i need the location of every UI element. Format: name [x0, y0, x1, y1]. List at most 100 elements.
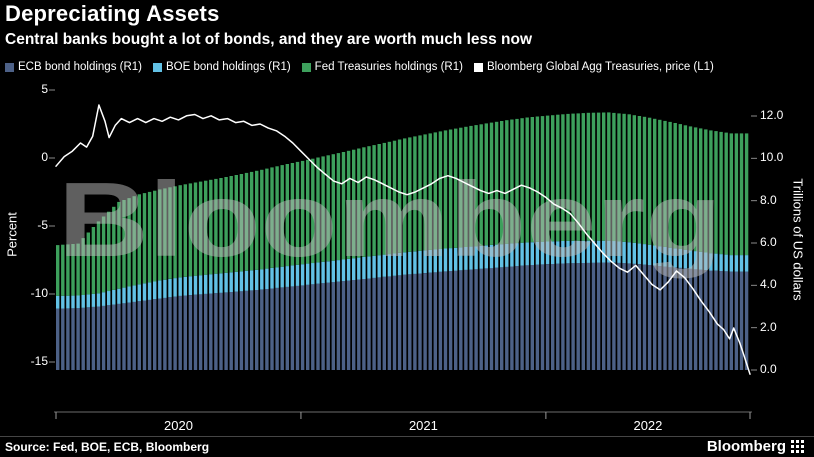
bar-segment: [331, 260, 335, 283]
source-text: Source: Fed, BOE, ECB, Bloomberg: [5, 440, 210, 454]
bar-segment: [316, 262, 320, 284]
bar-segment: [561, 263, 565, 370]
bar-segment: [673, 267, 677, 370]
bar-segment: [306, 284, 310, 370]
bar-segment: [448, 271, 453, 370]
bar-segment: [66, 308, 70, 370]
bar-segment: [153, 281, 157, 300]
bar-segment: [464, 247, 468, 270]
bar-segment: [397, 252, 402, 276]
bar-segment: [454, 247, 458, 271]
bar-segment: [663, 266, 667, 370]
bar-segment: [647, 117, 652, 245]
bar-segment: [86, 307, 90, 370]
bar-segment: [66, 295, 70, 309]
bar-segment: [107, 305, 111, 370]
bar-segment: [688, 250, 693, 269]
bar-segment: [413, 273, 417, 370]
bar-segment: [367, 146, 371, 257]
bar-segment: [56, 308, 60, 370]
bar-segment: [632, 263, 636, 370]
bar-segment: [438, 131, 443, 249]
bar-segment: [566, 113, 570, 241]
bar-segment: [219, 178, 223, 274]
bar-segment: [525, 265, 529, 370]
bar-segment: [224, 177, 228, 273]
bar-segment: [423, 134, 427, 251]
bar-segment: [300, 285, 305, 370]
bar-segment: [596, 262, 601, 370]
bar-segment: [647, 244, 652, 265]
bar-segment: [637, 116, 642, 244]
bar-segment: [510, 243, 514, 267]
bar-segment: [581, 263, 585, 370]
bar-segment: [183, 276, 187, 296]
bar-segment: [76, 243, 80, 296]
bar-segment: [341, 259, 346, 282]
fed-bars: [56, 112, 749, 296]
bar-segment: [566, 263, 570, 370]
bar-segment: [556, 263, 560, 370]
bar-segment: [239, 271, 244, 292]
bar-segment: [285, 266, 289, 287]
bar-segment: [352, 258, 356, 280]
bar-segment: [551, 241, 555, 264]
bar-segment: [112, 289, 116, 305]
bar-segment: [653, 265, 657, 370]
x-axis-year-label: 2022: [633, 418, 663, 433]
bar-segment: [209, 179, 213, 275]
bar-segment: [673, 123, 677, 249]
bar-segment: [76, 308, 80, 370]
bar-segment: [591, 262, 596, 370]
bar-segment: [321, 156, 325, 262]
bar-segment: [168, 278, 172, 298]
bar-segment: [663, 120, 667, 247]
bar-segment: [515, 118, 519, 244]
bar-segment: [214, 273, 218, 294]
bar-segment: [668, 121, 672, 248]
bar-segment: [239, 174, 244, 272]
bar-segment: [719, 271, 723, 370]
bar-segment: [255, 269, 259, 290]
bar-segment: [459, 270, 463, 370]
bar-segment: [653, 118, 657, 246]
bar-segment: [602, 262, 606, 370]
bar-segment: [494, 121, 499, 245]
bar-segment: [132, 301, 136, 370]
bar-segment: [397, 139, 402, 253]
bar-segment: [545, 241, 550, 265]
bar-segment: [117, 201, 121, 289]
bar-segment: [433, 249, 437, 273]
bar-segment: [56, 295, 60, 309]
x-axis-year-label: 2021: [408, 418, 438, 433]
bar-segment: [265, 289, 269, 370]
bar-segment: [448, 129, 453, 249]
bar-segment: [362, 279, 366, 370]
bar-segment: [316, 283, 320, 370]
bar-segment: [561, 114, 565, 241]
bar-segment: [387, 276, 392, 370]
bar-segment: [622, 241, 626, 264]
bar-segment: [86, 232, 90, 295]
bar-segment: [61, 295, 65, 309]
bar-segment: [459, 247, 463, 271]
bar-segment: [586, 240, 591, 263]
bar-segment: [520, 118, 524, 243]
bar-segment: [428, 272, 432, 370]
bar-segment: [699, 251, 703, 270]
bar-segment: [556, 241, 560, 264]
bar-segment: [127, 198, 131, 287]
right-tick-label: 2.0: [760, 319, 777, 334]
bar-segment: [321, 261, 325, 284]
bar-segment: [244, 172, 249, 271]
bar-segment: [280, 266, 284, 288]
bar-segment: [193, 275, 198, 295]
bar-segment: [249, 290, 254, 370]
bar-segment: [632, 242, 636, 264]
bar-segment: [443, 271, 448, 370]
bar-segment: [372, 277, 376, 370]
bar-segment: [724, 254, 728, 272]
bar-segment: [224, 272, 228, 293]
bar-segment: [173, 186, 177, 279]
chart-subtitle: Central banks bought a lot of bonds, and…: [5, 31, 533, 48]
